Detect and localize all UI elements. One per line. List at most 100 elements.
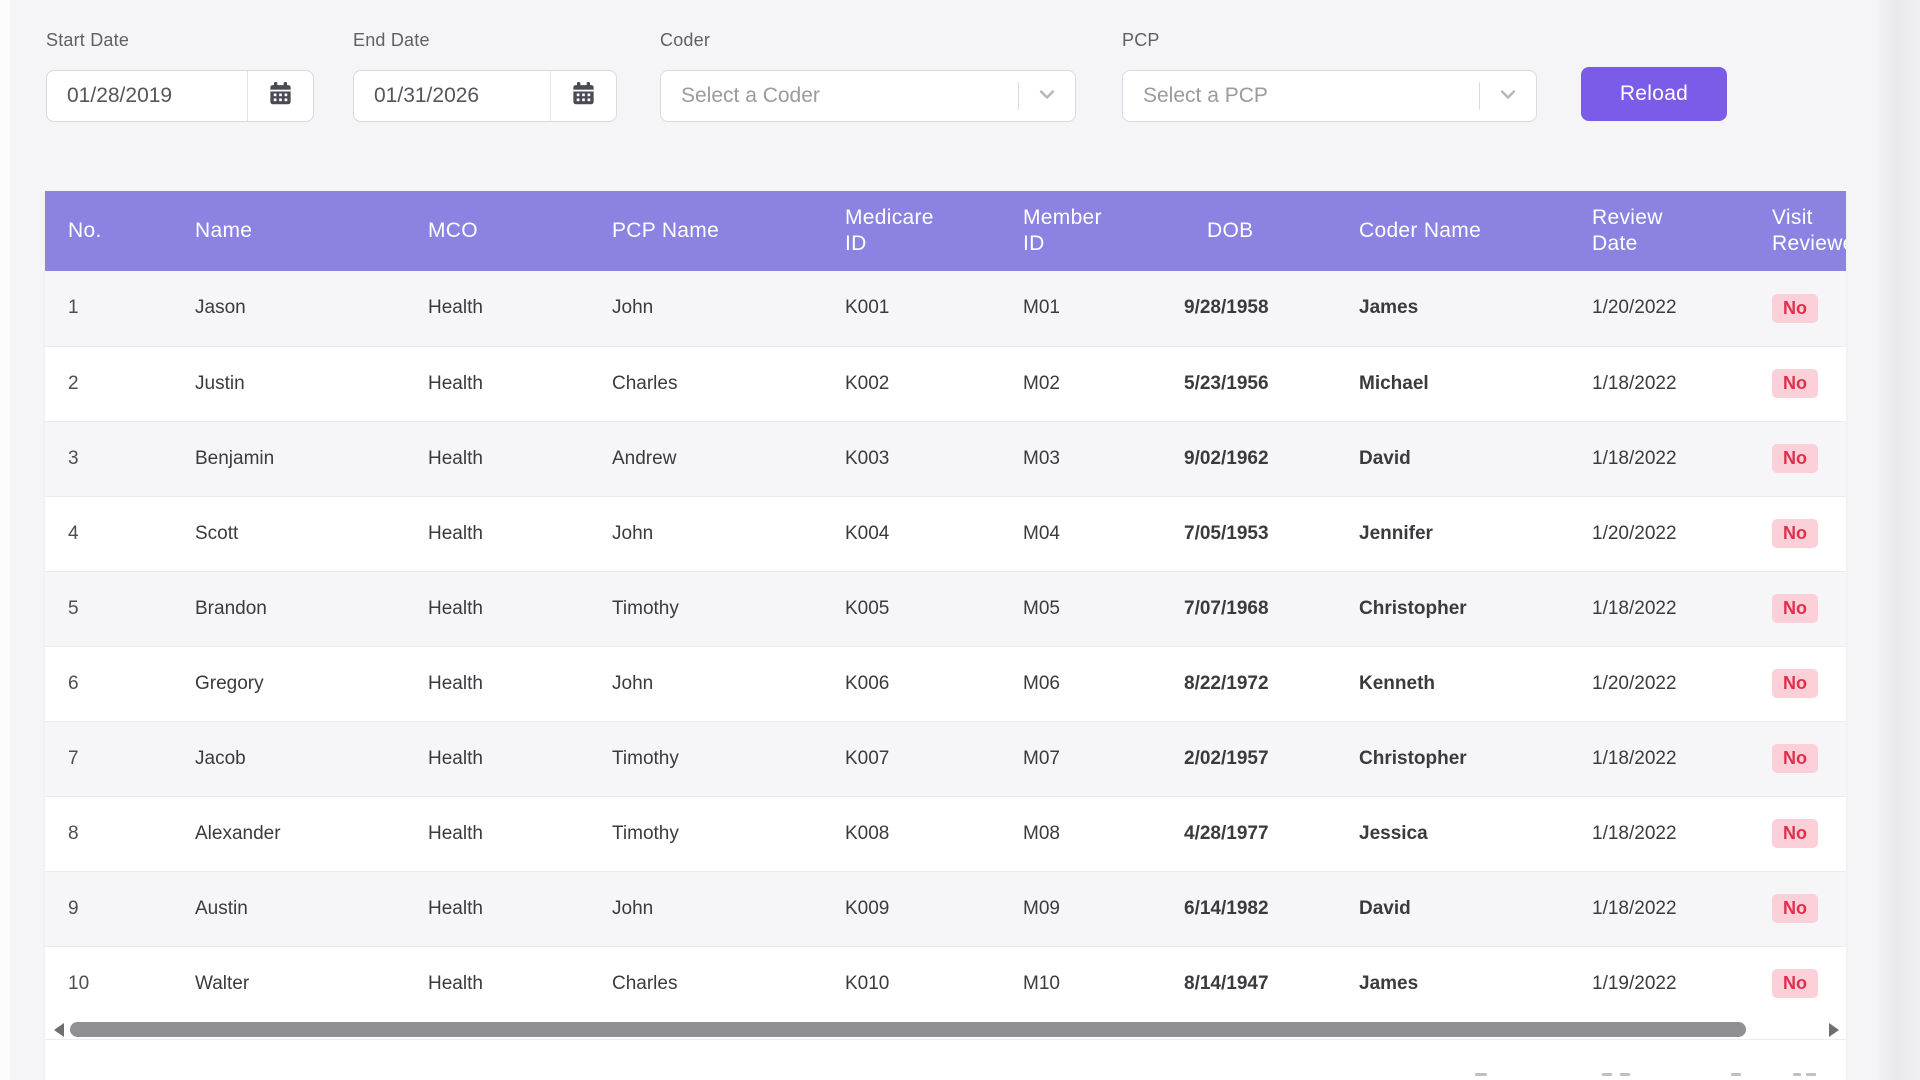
pcp-select[interactable]: Select a PCP bbox=[1122, 70, 1537, 122]
cell-medicare_id: K006 bbox=[845, 672, 890, 694]
cell-member_id: M06 bbox=[1023, 672, 1060, 694]
coder-label: Coder bbox=[660, 30, 711, 50]
cell-review_date: 1/19/2022 bbox=[1592, 972, 1677, 994]
end-date-calendar-button[interactable] bbox=[550, 71, 616, 121]
scroll-right-arrow-icon[interactable] bbox=[1829, 1023, 1839, 1037]
table-row: 5 Brandon Health Timothy K005 M05 7/07/1968 Chr… bbox=[45, 571, 1846, 646]
cell-member_id: M02 bbox=[1023, 372, 1060, 394]
cell-visit_reviewed: No bbox=[1758, 871, 1846, 946]
end-date-value[interactable]: 01/31/2026 bbox=[374, 84, 480, 107]
cell-medicare_id: K005 bbox=[845, 597, 890, 619]
cell-name: Jacob bbox=[195, 747, 246, 769]
cell-member_id: M09 bbox=[1023, 897, 1060, 919]
cell-name: Benjamin bbox=[195, 447, 275, 469]
table-row: 8 Alexander Health Timothy K008 M08 4/28/1977 J… bbox=[45, 796, 1846, 871]
column-header-mco: MCO bbox=[415, 191, 598, 271]
cell-dob: 8/22/1972 bbox=[1184, 672, 1269, 694]
cell-review_date: 1/18/2022 bbox=[1592, 372, 1677, 394]
cell-review_date: 1/20/2022 bbox=[1592, 522, 1677, 544]
cell-coder_name: James bbox=[1359, 972, 1419, 994]
cell-name: Gregory bbox=[195, 672, 264, 694]
visit-reviewed-badge: No bbox=[1772, 594, 1818, 623]
cell-dob: 4/28/1977 bbox=[1184, 822, 1269, 844]
cell-review_date: 1/20/2022 bbox=[1592, 297, 1677, 319]
column-header-medicare_id: Medicare ID bbox=[830, 191, 1008, 271]
cell-medicare_id: K010 bbox=[845, 972, 890, 994]
cell-review_date: 1/20/2022 bbox=[1592, 672, 1677, 694]
cell-visit_reviewed: No bbox=[1758, 496, 1846, 571]
visit-reviewed-badge: No bbox=[1772, 969, 1818, 998]
cell-no: 1 bbox=[68, 297, 79, 319]
cell-dob: 5/23/1956 bbox=[1184, 372, 1269, 394]
cell-pcp_name: Charles bbox=[612, 372, 678, 394]
table-row: 10 Walter Health Charles K010 M10 8/14/1947 Jam… bbox=[45, 946, 1846, 1021]
pcp-dropdown-toggle[interactable] bbox=[1480, 82, 1536, 111]
pagination-footer bbox=[45, 1039, 1846, 1080]
cell-coder_name: Kenneth bbox=[1359, 672, 1435, 694]
cell-mco: Health bbox=[428, 672, 483, 694]
pcp-filter: PCP Select a PCP bbox=[1122, 30, 1537, 122]
start-date-input[interactable]: 01/28/2019 bbox=[46, 70, 314, 122]
cell-name: Scott bbox=[195, 522, 239, 544]
cell-member_id: M01 bbox=[1023, 297, 1060, 319]
cell-no: 3 bbox=[68, 447, 79, 469]
coder-placeholder[interactable]: Select a Coder bbox=[681, 84, 820, 107]
page-left-edge bbox=[0, 0, 10, 1080]
cell-member_id: M04 bbox=[1023, 522, 1060, 544]
cell-name: Alexander bbox=[195, 822, 281, 844]
cell-pcp_name: Timothy bbox=[612, 597, 679, 619]
cell-review_date: 1/18/2022 bbox=[1592, 597, 1677, 619]
cell-dob: 8/14/1947 bbox=[1184, 972, 1269, 994]
cell-visit_reviewed: No bbox=[1758, 421, 1846, 496]
table-row: 3 Benjamin Health Andrew K003 M03 9/02/1962 Dav… bbox=[45, 421, 1846, 496]
cell-mco: Health bbox=[428, 522, 483, 544]
pagination-text-cutoff bbox=[1475, 1073, 1487, 1076]
cell-name: Brandon bbox=[195, 597, 267, 619]
cell-mco: Health bbox=[428, 447, 483, 469]
cell-medicare_id: K008 bbox=[845, 822, 890, 844]
cell-pcp_name: Timothy bbox=[612, 747, 679, 769]
reload-button[interactable]: Reload bbox=[1581, 67, 1727, 121]
pcp-placeholder[interactable]: Select a PCP bbox=[1143, 84, 1268, 107]
cell-mco: Health bbox=[428, 297, 483, 319]
visit-reviewed-badge: No bbox=[1772, 744, 1818, 773]
cell-pcp_name: Charles bbox=[612, 972, 678, 994]
table-header-row: No. Name MCO PCP Name Medicare ID Member ID DO… bbox=[45, 191, 1846, 271]
column-header-visit_reviewed: Visit Reviewed bbox=[1758, 191, 1846, 271]
start-date-value[interactable]: 01/28/2019 bbox=[67, 84, 173, 107]
browser-scrollbar-track[interactable] bbox=[1878, 0, 1920, 1080]
table-row: 4 Scott Health John K004 M04 7/05/1953 Jennifer… bbox=[45, 496, 1846, 571]
table-row: 9 Austin Health John K009 M09 6/14/1982 David 1/… bbox=[45, 871, 1846, 946]
horizontal-scrollbar-thumb[interactable] bbox=[70, 1022, 1746, 1037]
cell-coder_name: Michael bbox=[1359, 372, 1429, 394]
visit-reviewed-badge: No bbox=[1772, 519, 1818, 548]
visits-table-card: No. Name MCO PCP Name Medicare ID Member ID DO… bbox=[45, 191, 1846, 1080]
cell-no: 9 bbox=[68, 897, 79, 919]
chevron-down-icon bbox=[1496, 82, 1520, 111]
cell-medicare_id: K004 bbox=[845, 522, 890, 544]
cell-coder_name: Christopher bbox=[1359, 597, 1467, 619]
cell-no: 2 bbox=[68, 372, 79, 394]
horizontal-scrollbar[interactable] bbox=[45, 1021, 1846, 1039]
cell-pcp_name: John bbox=[612, 897, 654, 919]
cell-coder_name: Jessica bbox=[1359, 822, 1428, 844]
column-header-coder_name: Coder Name bbox=[1345, 191, 1578, 271]
pagination-text-cutoff bbox=[1602, 1073, 1612, 1076]
column-header-name: Name bbox=[180, 191, 415, 271]
cell-dob: 7/07/1968 bbox=[1184, 597, 1269, 619]
table-row: 2 Justin Health Charles K002 M02 5/23/1956 Mich… bbox=[45, 346, 1846, 421]
cell-no: 10 bbox=[68, 972, 90, 994]
cell-mco: Health bbox=[428, 747, 483, 769]
coder-dropdown-toggle[interactable] bbox=[1019, 82, 1075, 111]
calendar-icon bbox=[570, 80, 597, 112]
cell-name: Austin bbox=[195, 897, 248, 919]
cell-visit_reviewed: No bbox=[1758, 346, 1846, 421]
cell-member_id: M07 bbox=[1023, 747, 1060, 769]
table-body: 1 Jason Health John K001 M01 9/28/1958 James 1/2… bbox=[45, 271, 1846, 1021]
end-date-input[interactable]: 01/31/2026 bbox=[353, 70, 617, 122]
scroll-left-arrow-icon[interactable] bbox=[54, 1023, 64, 1037]
cell-pcp_name: Timothy bbox=[612, 822, 679, 844]
start-date-calendar-button[interactable] bbox=[247, 71, 313, 121]
coder-select[interactable]: Select a Coder bbox=[660, 70, 1076, 122]
visit-reviewed-badge: No bbox=[1772, 369, 1818, 398]
